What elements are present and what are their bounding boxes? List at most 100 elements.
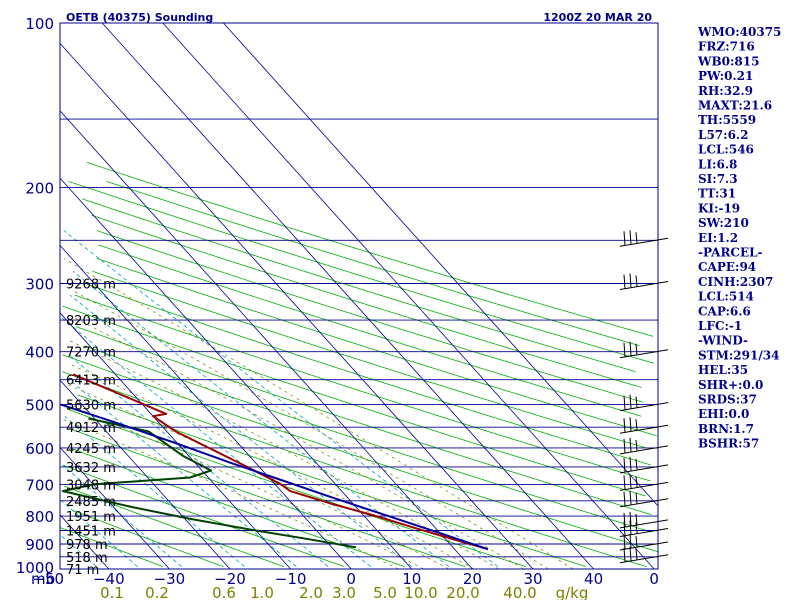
stat-line: STM:291/34	[698, 348, 779, 362]
temperature-tick-label: −10	[275, 570, 307, 588]
wind-barb-staff	[619, 349, 669, 359]
wind-barb	[619, 230, 669, 247]
temperature-tick-label: −40	[93, 570, 125, 588]
mixing-ratio-line	[62, 464, 182, 567]
stats-panel: WMO:40375FRZ:716WB0:815PW:0.21RH:32.9MAX…	[697, 25, 781, 451]
stat-line: TT:31	[698, 187, 736, 201]
wind-barb-feather	[623, 395, 626, 410]
mixing-ratio-line	[72, 270, 450, 567]
temperature-tick-label: −50	[32, 570, 64, 588]
wind-barb	[619, 273, 669, 290]
wind-barb-feather	[623, 342, 626, 357]
dry-adiabat	[61, 371, 647, 567]
dry-adiabat	[62, 464, 345, 567]
mixing-ratio-label: 2.0	[299, 584, 323, 600]
dry-adiabat	[96, 230, 644, 403]
wind-barb-staff	[619, 464, 669, 474]
grid-layer	[59, 22, 659, 570]
pressure-tick-label: 400	[25, 344, 54, 362]
temperature-tick-label: −30	[154, 570, 186, 588]
dry-adiabat	[69, 447, 405, 567]
dry-adiabat	[84, 283, 651, 466]
wind-barb	[619, 511, 669, 529]
dry-adiabat	[68, 181, 655, 364]
temperature-tick-label: 10	[402, 570, 421, 588]
isotherm	[59, 447, 170, 570]
wind-barb-feather	[623, 231, 626, 246]
mixing-ratio-line	[64, 415, 245, 567]
mixing-ratio-label: 40.0	[503, 584, 536, 600]
stat-line: PW:0.21	[698, 69, 753, 83]
dewpoint-profile-line	[61, 417, 357, 549]
wind-barb-feather	[623, 418, 626, 433]
pressure-tick-label: 1000	[16, 559, 54, 577]
wind-barb-feather	[629, 273, 632, 288]
wind-barb-feather	[635, 419, 638, 431]
height-label: 71 m	[66, 563, 99, 578]
wind-barb-feather	[623, 457, 626, 472]
stat-line: LFC:-1	[698, 319, 742, 333]
mixing-ratio-line	[63, 230, 499, 567]
stat-line: CAP:6.6	[698, 304, 751, 318]
wind-barb-feather	[629, 341, 632, 356]
wind-barb	[619, 417, 669, 434]
stat-line: SW:210	[698, 216, 749, 230]
stat-line: LI:6.8	[698, 157, 737, 171]
height-label: 3632 m	[66, 461, 116, 476]
wind-barb-feather	[623, 512, 626, 527]
dry-adiabat	[76, 326, 652, 515]
height-label: 8203 m	[66, 314, 116, 329]
wind-barb-layer	[619, 230, 669, 564]
wind-barb-feather	[635, 522, 638, 534]
wind-barb	[619, 533, 669, 551]
wind-barb-feather	[629, 511, 632, 526]
pressure-tick-label: 700	[25, 476, 54, 494]
stat-line: LCL:546	[698, 143, 754, 157]
wind-barb-staff	[619, 445, 669, 455]
wind-barb-feather	[635, 476, 638, 488]
dry-adiabat	[82, 198, 636, 372]
wind-barb-feather	[623, 491, 626, 506]
wind-barb-staff	[619, 519, 669, 529]
mixing-ratio-label: 3.0	[332, 584, 356, 600]
stat-line: SI:7.3	[698, 172, 738, 186]
temperature-tick-label: 0	[649, 570, 659, 588]
pressure-tick-label: 100	[25, 15, 54, 33]
mixing-ratio-label: 10.0	[404, 584, 437, 600]
chart-title: OETB (40375) Sounding	[66, 11, 213, 24]
wind-barb-staff	[619, 281, 669, 290]
wind-barb-feather	[623, 547, 626, 562]
stat-line: HEL:35	[698, 363, 748, 377]
wind-barb-feather	[635, 343, 638, 355]
wind-barb-feather	[629, 533, 632, 549]
pressure-tick-label: 300	[25, 276, 54, 294]
wind-barb-feather	[623, 475, 626, 490]
dry-adiabat	[91, 214, 642, 388]
temperature-tick-label: 0	[346, 570, 356, 588]
wind-barb	[619, 341, 669, 359]
stat-line: EI:1.2	[698, 231, 738, 245]
moist-adiabat	[63, 258, 574, 570]
stat-line: LCL:514	[698, 290, 754, 304]
wind-barb	[619, 437, 669, 455]
wind-barb-feather	[629, 230, 632, 245]
wind-barb-feather	[623, 534, 626, 550]
wind-barb-feather	[629, 437, 632, 452]
moist-adiabat	[60, 418, 399, 570]
isotherm	[59, 514, 110, 570]
mixing-ratio-line	[61, 535, 97, 567]
isotherm	[223, 22, 659, 507]
stat-line: SHR+:0.0	[698, 378, 763, 392]
parcel-profile-line	[60, 403, 489, 551]
wind-barb	[619, 490, 669, 508]
dry-adiabat	[77, 394, 587, 567]
pressure-tick-label: 800	[25, 508, 54, 526]
dry-adiabat	[62, 354, 659, 553]
height-label: 5630 m	[66, 399, 116, 414]
height-label: 3048 m	[66, 478, 116, 493]
stat-line: CAPE:94	[698, 260, 756, 274]
stat-line: -PARCEL-	[698, 246, 763, 260]
temperature-tick-label: −20	[214, 570, 246, 588]
dry-adiabat	[83, 345, 652, 533]
mixing-ratio-label: 5.0	[373, 584, 397, 600]
